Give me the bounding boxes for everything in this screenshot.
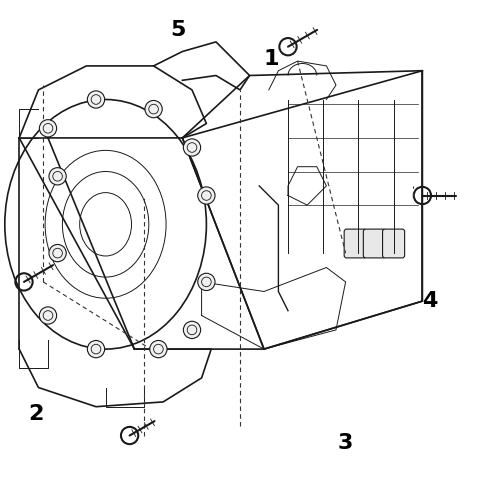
- Text: 5: 5: [170, 20, 185, 40]
- Circle shape: [39, 120, 57, 137]
- Circle shape: [49, 168, 66, 185]
- Text: 3: 3: [338, 433, 353, 453]
- Circle shape: [87, 91, 105, 108]
- Circle shape: [183, 139, 201, 156]
- Text: 2: 2: [28, 404, 44, 424]
- Circle shape: [198, 273, 215, 291]
- Circle shape: [145, 100, 162, 118]
- FancyBboxPatch shape: [363, 229, 385, 258]
- Circle shape: [39, 307, 57, 324]
- Circle shape: [49, 244, 66, 262]
- FancyBboxPatch shape: [344, 229, 366, 258]
- Circle shape: [87, 340, 105, 358]
- Circle shape: [198, 187, 215, 204]
- FancyBboxPatch shape: [383, 229, 405, 258]
- Text: 1: 1: [264, 49, 279, 69]
- Text: 4: 4: [422, 291, 437, 311]
- Circle shape: [183, 321, 201, 338]
- Circle shape: [150, 340, 167, 358]
